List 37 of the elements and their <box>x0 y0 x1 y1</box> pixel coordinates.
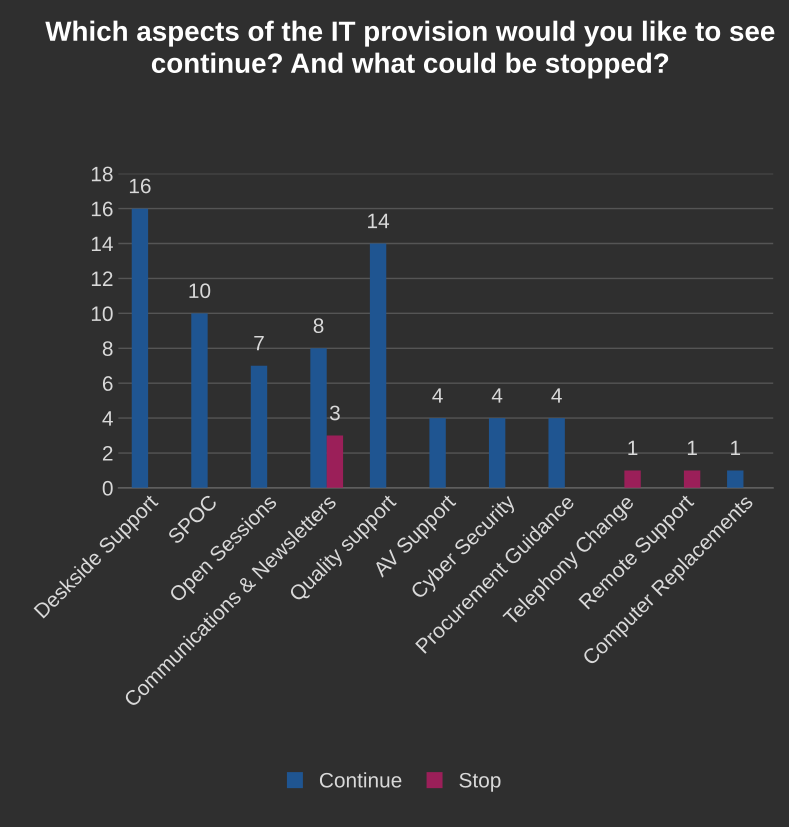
data-label: 14 <box>368 214 390 228</box>
y-tick-label: 4 <box>102 411 113 426</box>
data-label: 1 <box>628 440 638 456</box>
bar <box>132 208 148 488</box>
data-label: 3 <box>330 406 340 420</box>
y-tick-label: 14 <box>92 236 113 252</box>
y-tick-label: 0 <box>102 480 113 496</box>
y-tick-label: 8 <box>102 341 113 356</box>
legend-label: Continue <box>320 772 402 788</box>
y-tick-label: 6 <box>102 376 113 391</box>
data-label: 1 <box>688 440 697 456</box>
y-tick-label: 18 <box>92 166 113 182</box>
data-label: 4 <box>492 388 502 403</box>
data-label: 7 <box>254 336 264 350</box>
data-label: 1 <box>731 440 740 456</box>
bar <box>250 366 268 488</box>
bar <box>727 470 744 488</box>
y-tick-label: 12 <box>92 271 112 286</box>
y-tick-label: 2 <box>102 446 112 461</box>
bar <box>191 313 208 488</box>
data-label: 4 <box>551 388 562 403</box>
chart-title: Which aspects of the IT provision would you like to see continue? And what could be stopped? <box>45 20 774 78</box>
bar <box>370 244 386 488</box>
y-tick-label: 16 <box>92 202 113 216</box>
y-tick-label: 10 <box>92 306 113 322</box>
bar <box>684 470 700 488</box>
data-label: 8 <box>314 318 324 334</box>
bar <box>310 348 327 488</box>
bar <box>488 418 506 488</box>
data-label: 16 <box>130 178 151 194</box>
bar <box>429 418 446 488</box>
bar <box>548 418 565 488</box>
data-label: 10 <box>189 283 210 298</box>
legend-label: Stop <box>459 772 500 792</box>
bar <box>326 436 344 488</box>
bar <box>624 470 641 488</box>
data-label: 4 <box>432 388 443 403</box>
